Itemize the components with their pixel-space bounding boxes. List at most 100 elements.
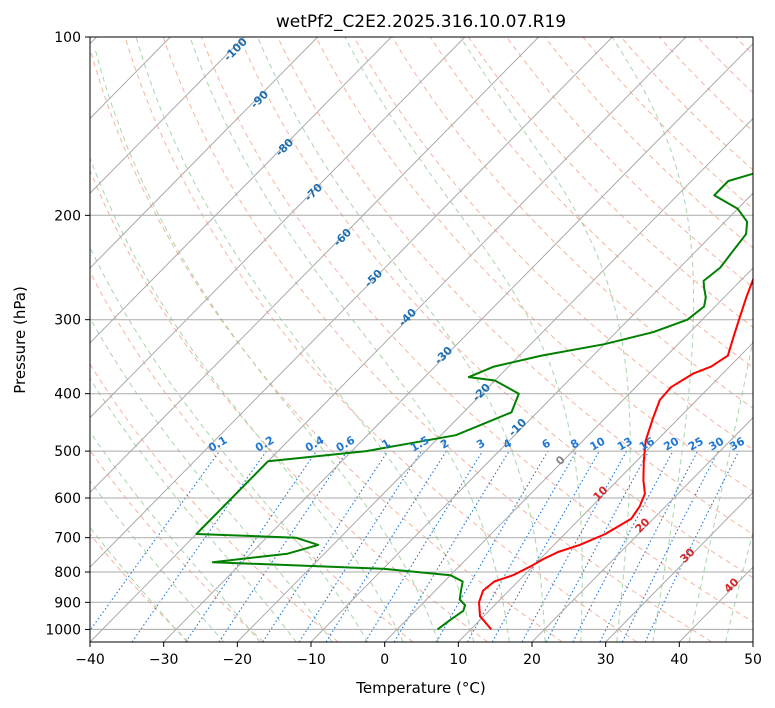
mixing-ratio-line: [545, 450, 650, 642]
dry-adiabat: [582, 37, 753, 210]
plot-frame: [89, 36, 754, 643]
moist-adiabat: [611, 37, 695, 642]
dry-adiabat: [162, 37, 712, 642]
x-tick-label: 20: [523, 652, 541, 668]
moist-adiabat: [257, 37, 546, 642]
y-tick-label: 700: [54, 531, 81, 547]
dry-adiabat-label: 40: [722, 575, 742, 595]
dry-adiabat: [697, 37, 753, 94]
y-tick-label: 400: [54, 387, 81, 403]
isotherm: [310, 192, 753, 642]
isotherm: [531, 416, 753, 642]
dry-adiabat-label: -30: [432, 344, 455, 367]
dry-adiabat-label: -80: [273, 136, 296, 159]
series-layer: [195, 172, 753, 631]
x-tick-label: 40: [670, 652, 688, 668]
mixing-ratio-label: 6: [540, 436, 553, 451]
mixing-ratio-line: [599, 450, 699, 642]
dry-adiabat-label: -50: [362, 267, 385, 290]
guide-curve: [53, 37, 60, 642]
mixing-ratio-label: 2: [438, 437, 451, 452]
dry-adiabat-label: -60: [331, 226, 354, 249]
moist-adiabat: [94, 49, 439, 642]
y-tick-label: 100: [54, 30, 81, 46]
moist-adiabat: [90, 480, 225, 642]
isotherm: [90, 37, 613, 568]
x-axis-label: Temperature (°C): [355, 679, 485, 697]
dry-adiabat: [90, 169, 488, 642]
dry-adiabat: [90, 533, 190, 642]
isotherm: [752, 641, 753, 642]
y-tick-label: 300: [54, 313, 81, 329]
y-tick-label: 500: [54, 444, 81, 460]
moist-adiabat: [135, 37, 475, 642]
dry-adiabat-label: -90: [248, 88, 271, 111]
isotherm: [605, 491, 753, 642]
dry-adiabat-label: 20: [633, 515, 653, 535]
isotherm: [236, 117, 753, 642]
isopleth-labels: 0.1 0.2 0.4 0.6 1 1.5 2 3 4 6 8 10 13 16 20 25 30 36-100-…: [206, 35, 747, 596]
mixing-ratio-line: [325, 450, 447, 642]
dry-adiabat-label: -20: [470, 381, 493, 404]
mixing-ratio-line: [435, 450, 549, 642]
isotherm: [90, 37, 245, 194]
mixing-ratio-line: [90, 450, 221, 632]
isotherm: [90, 37, 539, 494]
mixing-ratio-line: [491, 450, 600, 642]
mixing-ratio-line: [364, 450, 484, 642]
y-tick-label: 600: [54, 491, 81, 507]
y-tick-label: 200: [54, 208, 81, 224]
temperature-profile: [478, 277, 753, 631]
dry-adiabat: [506, 37, 753, 288]
isotherm: [90, 37, 318, 269]
dry-adiabat: [391, 37, 753, 409]
y-tick-label: 900: [54, 595, 81, 611]
moist-adiabat: [90, 526, 188, 642]
dry-adiabat: [90, 449, 264, 642]
mixing-ratio-line: [298, 450, 423, 642]
dry-adiabat: [658, 37, 753, 132]
dewpoint-profile: [195, 172, 753, 631]
dry-adiabat-label: -70: [302, 181, 325, 204]
dry-adiabat-label: -40: [396, 306, 419, 329]
dry-adiabat: [200, 37, 753, 623]
moist-adiabat: [344, 37, 583, 642]
isotherm: [90, 37, 687, 642]
dry-adiabat: [239, 37, 753, 579]
x-tick-label: −30: [149, 652, 179, 668]
x-tick-label: −20: [223, 652, 253, 668]
x-tick-label: 30: [597, 652, 615, 668]
dry-adiabat: [90, 271, 414, 642]
dry-adiabat-label: -100: [221, 35, 250, 64]
moist-adiabat: [90, 377, 297, 642]
dry-adiabat: [620, 37, 753, 171]
y-tick-label: 1000: [45, 622, 81, 638]
dry-adiabat-label: 30: [678, 545, 698, 565]
moist-adiabat: [90, 156, 404, 642]
dry-adiabat: [90, 46, 563, 642]
x-tick-label: 10: [449, 652, 467, 668]
dry-adiabat-label: 10: [591, 483, 611, 503]
dry-adiabat-label: -10: [506, 416, 529, 439]
dry-adiabat: [277, 37, 753, 535]
mixing-ratio-line: [521, 450, 628, 642]
mixing-ratio-line: [621, 450, 719, 642]
isotherm: [384, 267, 753, 642]
dry-adiabat: [124, 37, 638, 642]
mixing-ratio-label: 3: [474, 437, 487, 452]
isotherm: [90, 37, 392, 344]
moist-adiabat: [90, 246, 369, 642]
dry-adiabat: [544, 37, 753, 249]
isotherm: [163, 42, 753, 642]
isotherm: [457, 342, 753, 642]
mixing-ratio-line: [262, 450, 389, 642]
dry-adiabat: [90, 363, 339, 642]
y-axis-label: Pressure (hPa): [11, 286, 29, 394]
axes: −40 −30 −20 −10 0 10 20 30 40 5010020030040050060…: [45, 30, 762, 668]
mixing-ratio-line: [218, 450, 348, 642]
mixing-ratio-line: [393, 450, 510, 642]
y-tick-label: 800: [54, 565, 81, 581]
x-tick-label: 50: [744, 652, 762, 668]
moist-adiabat: [459, 37, 631, 642]
